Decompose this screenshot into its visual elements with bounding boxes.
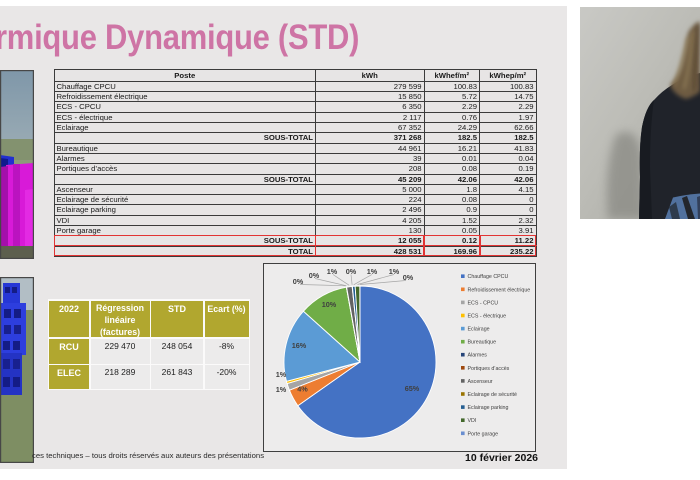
svg-text:ECS - électrique: ECS - électrique — [468, 314, 507, 320]
svg-text:Alarmes: Alarmes — [468, 353, 488, 359]
svg-text:0%: 0% — [293, 277, 304, 286]
svg-text:VDI: VDI — [468, 418, 477, 424]
svg-text:Chauffage CPCU: Chauffage CPCU — [468, 274, 509, 280]
svg-text:Porte garage: Porte garage — [468, 431, 499, 437]
svg-text:0%: 0% — [346, 267, 357, 276]
svg-text:1%: 1% — [276, 370, 287, 379]
svg-text:1%: 1% — [367, 267, 378, 276]
svg-text:1%: 1% — [327, 267, 338, 276]
svg-text:16%: 16% — [292, 341, 307, 350]
svg-text:Ascenseur: Ascenseur — [468, 379, 493, 385]
svg-text:0%: 0% — [403, 273, 414, 282]
svg-text:65%: 65% — [405, 384, 420, 393]
svg-text:Portiques d’accès: Portiques d’accès — [468, 366, 510, 372]
svg-text:1%: 1% — [389, 267, 400, 276]
svg-text:Eclairage: Eclairage — [468, 327, 490, 333]
svg-text:1%: 1% — [276, 385, 287, 394]
svg-text:0%: 0% — [309, 271, 320, 280]
svg-text:Refroidissement électrique: Refroidissement électrique — [468, 287, 531, 293]
svg-text:Bureautique: Bureautique — [468, 340, 497, 346]
svg-text:Eclairage parking: Eclairage parking — [468, 405, 509, 411]
svg-text:10%: 10% — [322, 300, 337, 309]
svg-text:Eclairage de sécurité: Eclairage de sécurité — [468, 392, 518, 398]
svg-text:4%: 4% — [297, 385, 308, 394]
svg-text:ECS - CPCU: ECS - CPCU — [468, 300, 499, 306]
